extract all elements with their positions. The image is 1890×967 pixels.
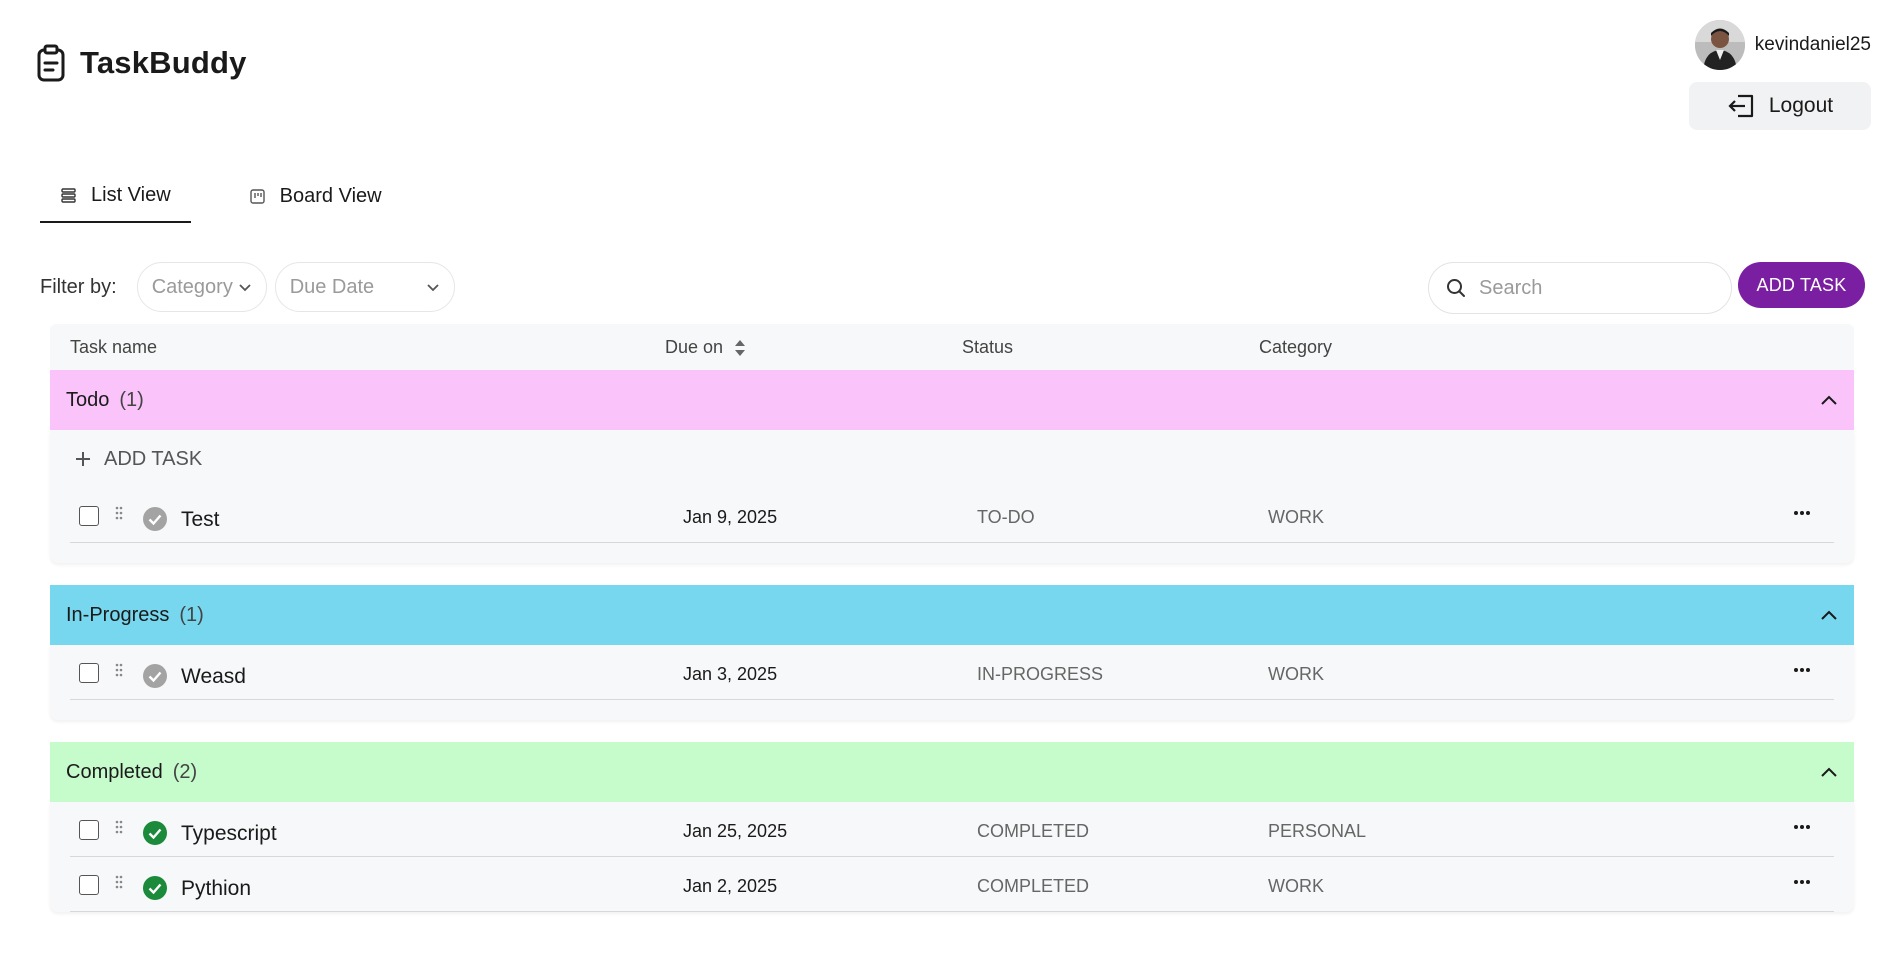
- chevron-down-icon: [239, 283, 251, 291]
- group-title: Completed (2): [66, 761, 197, 784]
- user-profile: kevindaniel25: [1694, 20, 1871, 70]
- username: kevindaniel25: [1754, 34, 1871, 55]
- task-status[interactable]: COMPLETED: [977, 821, 1090, 841]
- logout-button[interactable]: Logout: [1689, 82, 1871, 130]
- task-checkbox[interactable]: [79, 663, 99, 683]
- drag-handle-icon[interactable]: [114, 874, 124, 890]
- drag-handle-icon[interactable]: [114, 505, 124, 521]
- group-in-progress: In-Progress (1) Weasd Jan 3, 2025 IN-PROG…: [50, 585, 1854, 720]
- group-title: In-Progress (1): [66, 604, 204, 627]
- group-spacer: [70, 543, 1834, 563]
- list-icon: [61, 188, 76, 203]
- more-options-icon[interactable]: [1792, 509, 1812, 517]
- task-name: Typescript: [181, 822, 277, 845]
- add-task-button[interactable]: ADD TASK: [1738, 262, 1865, 308]
- table-row[interactable]: Weasd Jan 3, 2025 IN-PROGRESS WORK: [70, 645, 1834, 700]
- drag-handle-icon[interactable]: [114, 819, 124, 835]
- plus-icon: [76, 452, 90, 466]
- inline-add-task-label: ADD TASK: [104, 447, 203, 470]
- drag-handle-icon[interactable]: [114, 662, 124, 678]
- task-checkbox[interactable]: [79, 820, 99, 840]
- column-due-on[interactable]: Due on: [665, 337, 747, 358]
- logout-label: Logout: [1768, 94, 1834, 117]
- view-tabs: List View Board View: [40, 172, 402, 223]
- group-body-completed: Typescript Jan 25, 2025 COMPLETED PERSON…: [50, 802, 1854, 912]
- column-status: Status: [962, 337, 1014, 357]
- check-circle-icon[interactable]: [143, 664, 167, 688]
- task-checkbox[interactable]: [79, 875, 99, 895]
- search-box: [1428, 262, 1732, 314]
- task-due-date: Jan 3, 2025: [683, 664, 778, 684]
- column-task-name: Task name: [70, 337, 158, 357]
- task-checkbox[interactable]: [79, 506, 99, 526]
- task-category: WORK: [1268, 876, 1324, 896]
- avatar[interactable]: [1694, 20, 1745, 70]
- group-title-text: Todo: [66, 388, 110, 411]
- group-body-todo: ADD TASK Test Jan 9, 2025 TO-DO WORK: [50, 430, 1854, 563]
- chevron-up-icon[interactable]: [1820, 395, 1838, 406]
- task-category: PERSONAL: [1268, 821, 1367, 841]
- group-title-text: In-Progress: [66, 603, 170, 626]
- group-todo: Todo (1) ADD TASK Test Jan 9, 2025 TO-DO …: [50, 370, 1854, 563]
- column-category: Category: [1259, 337, 1333, 357]
- clipboard-icon: [37, 44, 65, 82]
- board-icon: [249, 189, 265, 204]
- table-row[interactable]: Typescript Jan 25, 2025 COMPLETED PERSON…: [70, 802, 1834, 857]
- chevron-up-icon[interactable]: [1820, 767, 1838, 778]
- inline-add-task[interactable]: ADD TASK: [70, 430, 1834, 488]
- task-due-date: Jan 2, 2025: [683, 876, 778, 896]
- search-icon: [1447, 279, 1465, 297]
- column-due-on-label: Due on: [665, 337, 724, 357]
- group-completed: Completed (2) Typescript Jan 25, 2025 COM…: [50, 742, 1854, 912]
- group-count: (1): [179, 603, 204, 626]
- check-circle-icon[interactable]: [143, 507, 167, 531]
- due-date-filter[interactable]: Due Date: [274, 262, 455, 312]
- task-table: Task name Due on Status Category Todo (1)…: [50, 324, 1854, 934]
- group-title: Todo (1): [66, 389, 144, 412]
- chevron-up-icon[interactable]: [1820, 610, 1838, 621]
- app-title: TaskBuddy: [80, 45, 247, 80]
- group-header-in-progress[interactable]: In-Progress (1): [50, 585, 1854, 645]
- task-category: WORK: [1268, 664, 1324, 684]
- chevron-down-icon: [427, 283, 439, 291]
- task-category: WORK: [1268, 507, 1324, 527]
- group-header-todo[interactable]: Todo (1): [50, 370, 1854, 430]
- task-status[interactable]: TO-DO: [977, 507, 1035, 527]
- group-count: (1): [119, 388, 144, 411]
- task-name: Pythion: [181, 877, 252, 900]
- table-row[interactable]: Test Jan 9, 2025 TO-DO WORK: [70, 488, 1834, 543]
- tab-label: List View: [91, 184, 171, 206]
- more-options-icon[interactable]: [1792, 823, 1812, 831]
- filter-label: Filter by:: [40, 275, 117, 298]
- check-circle-icon[interactable]: [143, 876, 167, 900]
- check-circle-icon[interactable]: [143, 821, 167, 845]
- tab-list-view[interactable]: List View: [40, 172, 191, 223]
- table-header: Task name Due on Status Category: [50, 324, 1854, 370]
- tab-board-view[interactable]: Board View: [229, 172, 402, 223]
- table-row[interactable]: Pythion Jan 2, 2025 COMPLETED WORK: [70, 857, 1834, 912]
- task-name: Test: [181, 508, 220, 531]
- filter-bar: Filter by: Category Due Date: [40, 262, 455, 312]
- task-name: Weasd: [181, 665, 246, 688]
- sort-icon[interactable]: [733, 339, 747, 357]
- more-options-icon[interactable]: [1792, 666, 1812, 674]
- search-input[interactable]: [1479, 276, 1699, 300]
- task-status[interactable]: IN-PROGRESS: [977, 664, 1104, 684]
- category-filter-label: Category: [151, 275, 233, 298]
- app-logo: TaskBuddy: [36, 44, 247, 82]
- group-spacer: [70, 700, 1834, 720]
- group-header-completed[interactable]: Completed (2): [50, 742, 1854, 802]
- task-due-date: Jan 9, 2025: [683, 507, 778, 527]
- group-title-text: Completed: [66, 760, 163, 783]
- category-filter[interactable]: Category: [136, 262, 267, 312]
- logout-icon: [1728, 94, 1753, 118]
- group-body-in-progress: Weasd Jan 3, 2025 IN-PROGRESS WORK: [50, 645, 1854, 720]
- tab-label: Board View: [279, 185, 382, 207]
- group-count: (2): [172, 760, 198, 783]
- due-date-filter-label: Due Date: [289, 275, 375, 298]
- task-due-date: Jan 25, 2025: [683, 821, 788, 841]
- more-options-icon[interactable]: [1792, 878, 1812, 886]
- task-status[interactable]: COMPLETED: [977, 876, 1090, 896]
